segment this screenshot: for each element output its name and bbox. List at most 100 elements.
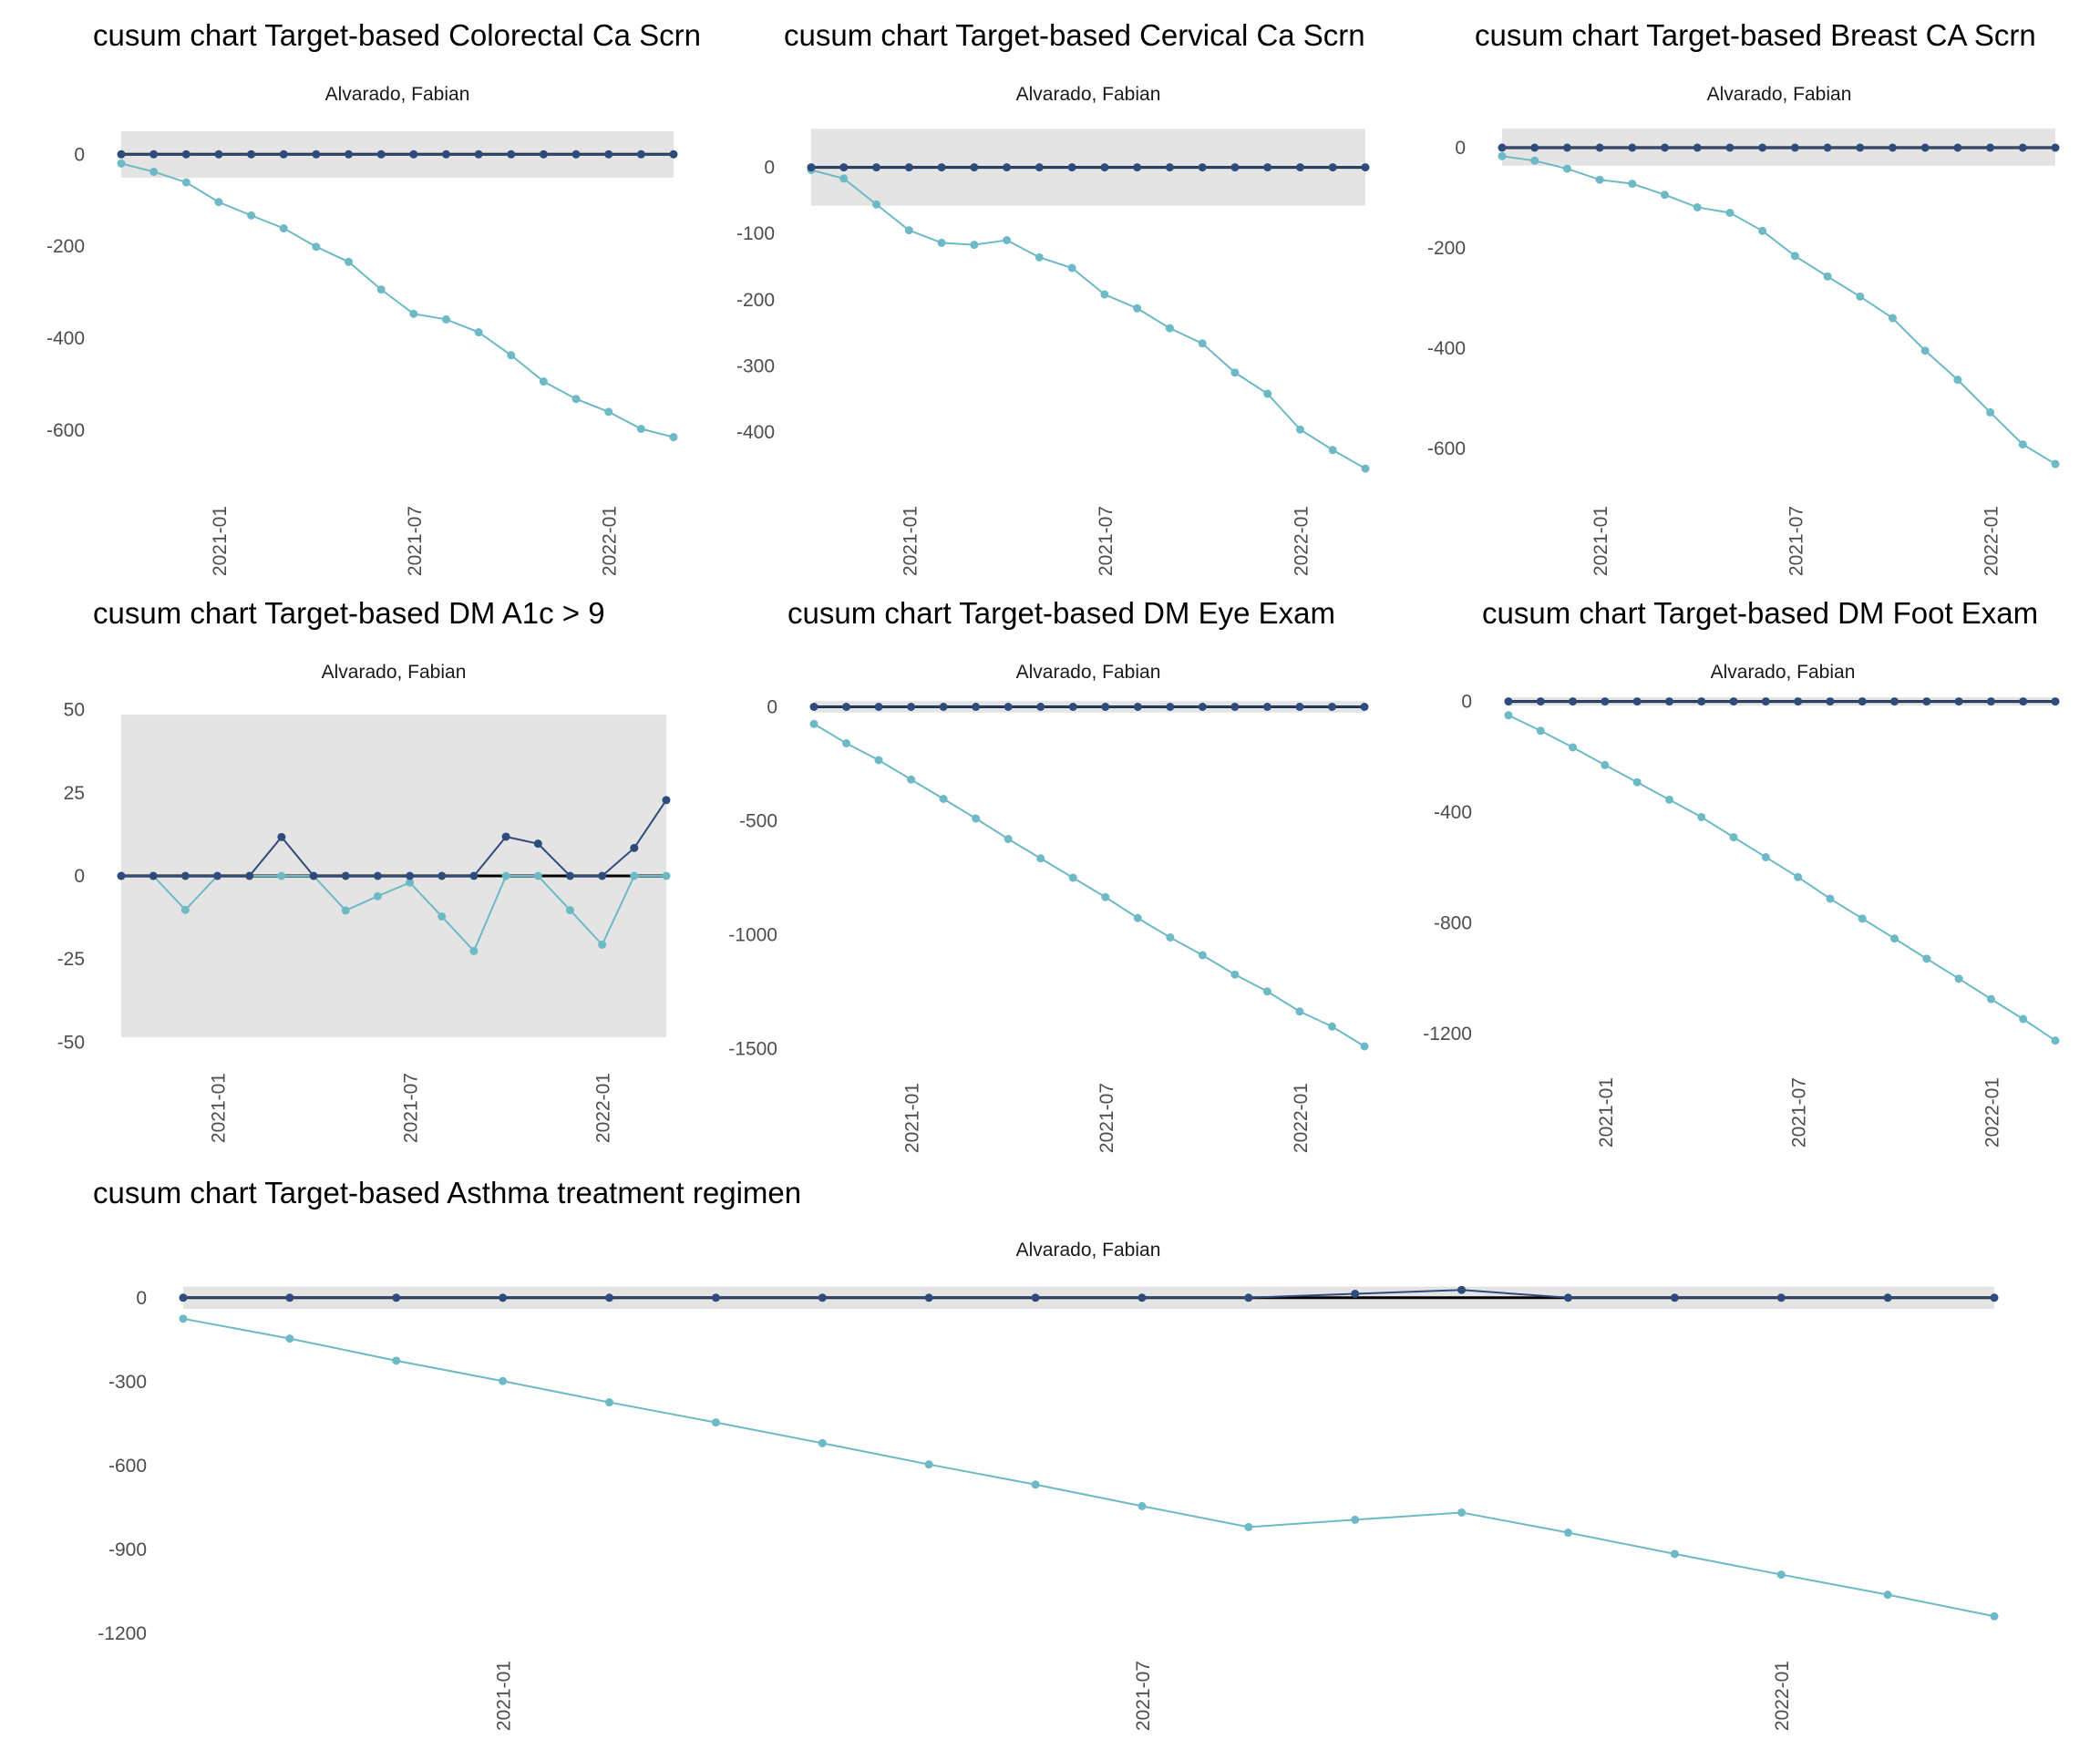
upper-cusum-point — [373, 871, 382, 880]
lower-cusum-point — [1954, 974, 1963, 983]
upper-cusum-point — [392, 1293, 401, 1302]
lower-cusum-point — [1986, 407, 1995, 417]
upper-cusum-point — [662, 796, 671, 805]
lower-cusum-point — [499, 1376, 508, 1385]
lower-cusum-line — [121, 875, 666, 953]
upper-cusum-point — [1856, 143, 1865, 152]
lower-cusum-point — [438, 911, 447, 921]
lower-cusum-point — [669, 433, 678, 442]
upper-cusum-point — [309, 871, 318, 880]
lower-cusum-point — [636, 425, 645, 434]
chart-title: cusum chart Target-based Colorectal Ca S… — [93, 18, 702, 52]
lower-cusum-point — [872, 200, 881, 209]
y-tick-label: -50 — [57, 1032, 85, 1053]
lower-cusum-line — [810, 169, 1366, 469]
lower-cusum-point — [1031, 1480, 1040, 1489]
upper-cusum-point — [1263, 163, 1272, 172]
upper-cusum-point — [180, 871, 190, 880]
upper-cusum-point — [149, 149, 159, 159]
y-tick-label: -200 — [736, 290, 775, 311]
lower-cusum-point — [630, 871, 639, 880]
lower-cusum-point — [1601, 760, 1610, 769]
upper-cusum-point — [1628, 143, 1637, 152]
upper-cusum-point — [630, 843, 639, 852]
upper-cusum-point — [1262, 703, 1271, 711]
upper-cusum-point — [874, 703, 883, 711]
x-tick-label: 2021-07 — [1096, 1083, 1117, 1153]
lower-cusum-point — [469, 946, 479, 955]
lower-cusum-point — [1776, 1570, 1786, 1580]
upper-cusum-point — [604, 149, 613, 159]
upper-cusum-point — [1922, 697, 1931, 706]
y-tick-label: -200 — [1427, 238, 1466, 259]
lower-cusum-point — [1758, 226, 1767, 235]
lower-cusum-point — [1166, 933, 1175, 942]
upper-cusum-point — [1670, 1293, 1679, 1302]
lower-cusum-point — [341, 906, 350, 915]
upper-cusum-point — [1244, 1293, 1253, 1302]
lower-cusum-point — [1794, 872, 1803, 881]
upper-cusum-point — [807, 163, 816, 172]
lower-cusum-point — [1457, 1508, 1467, 1517]
chart-title: cusum chart Target-based DM Eye Exam — [788, 596, 1335, 630]
lower-cusum-point — [1883, 1590, 1892, 1600]
upper-cusum-point — [1530, 143, 1539, 152]
lower-cusum-point — [605, 1398, 614, 1407]
lower-cusum-point — [1165, 324, 1174, 333]
upper-cusum-point — [1198, 703, 1207, 711]
upper-cusum-point — [1457, 1285, 1467, 1294]
lower-cusum-point — [1725, 209, 1735, 217]
upper-cusum-point — [1697, 697, 1706, 706]
upper-cusum-point — [1067, 163, 1076, 172]
y-tick-label: -1500 — [728, 1039, 777, 1060]
upper-cusum-point — [1351, 1290, 1360, 1299]
y-tick-label: 25 — [64, 783, 85, 804]
lower-cusum-point — [149, 167, 159, 176]
lower-cusum-point — [1664, 795, 1673, 804]
lower-cusum-point — [247, 211, 256, 220]
upper-cusum-point — [972, 703, 981, 711]
lower-cusum-point — [970, 241, 979, 250]
upper-cusum-point — [939, 703, 948, 711]
upper-cusum-point — [937, 163, 946, 172]
lower-cusum-point — [214, 198, 223, 207]
upper-cusum-point — [1725, 143, 1735, 152]
lower-cusum-point — [539, 377, 548, 386]
lower-cusum-point — [1101, 892, 1110, 901]
chart-subtitle: Alvarado, Fabian — [1706, 84, 1852, 105]
lower-cusum-point — [1826, 894, 1835, 903]
x-tick-label: 2021-07 — [1789, 1077, 1810, 1148]
lower-cusum-point — [939, 795, 948, 803]
y-tick-label: -100 — [736, 223, 775, 244]
x-tick-label: 2021-07 — [405, 506, 426, 576]
upper-cusum-point — [438, 871, 447, 880]
upper-cusum-point — [213, 871, 222, 880]
y-tick-label: 0 — [74, 866, 85, 887]
lower-cusum-point — [406, 878, 415, 887]
chart-subtitle: Alvarado, Fabian — [1015, 1240, 1161, 1261]
lower-cusum-point — [117, 159, 126, 168]
lower-cusum-point — [345, 257, 354, 266]
lower-cusum-line — [1508, 714, 2056, 1042]
lower-cusum-point — [1856, 292, 1865, 301]
upper-cusum-point — [1035, 163, 1044, 172]
upper-cusum-point — [1953, 143, 1962, 152]
lower-cusum-point — [907, 775, 916, 784]
lower-cusum-line — [813, 723, 1365, 1047]
upper-cusum-point — [1693, 143, 1702, 152]
upper-cusum-point — [474, 149, 483, 159]
y-tick-label: 0 — [767, 697, 777, 718]
lower-cusum-point — [1986, 994, 1995, 1004]
y-tick-label: -1200 — [1423, 1024, 1472, 1045]
y-tick-label: -400 — [1434, 802, 1472, 823]
lower-cusum-point — [1361, 464, 1370, 473]
y-tick-label: -600 — [46, 420, 85, 441]
y-tick-label: -500 — [739, 811, 777, 832]
y-tick-label: -200 — [46, 236, 85, 257]
lower-cusum-point — [1569, 743, 1578, 752]
lower-cusum-point — [277, 871, 286, 880]
lower-cusum-point — [1004, 835, 1013, 843]
chart-subtitle: Alvarado, Fabian — [1015, 84, 1161, 105]
lower-cusum-point — [409, 309, 418, 318]
